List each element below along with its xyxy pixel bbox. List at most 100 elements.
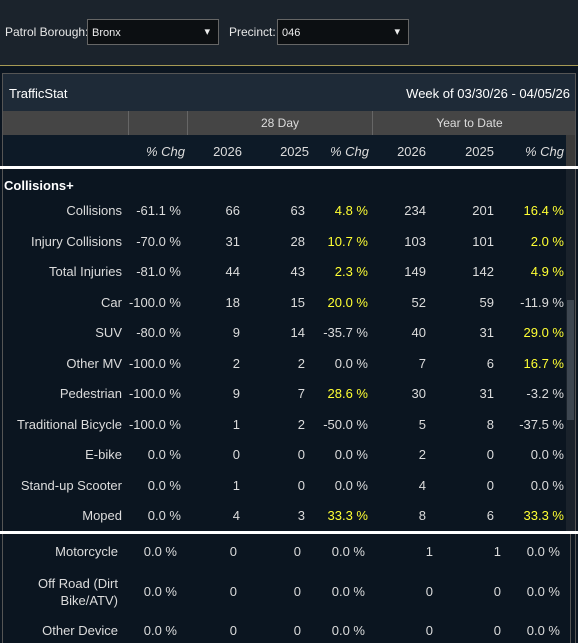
cell: 2.0 % — [530, 233, 564, 249]
week-label: Week of 03/30/26 - 04/05/26 — [406, 86, 570, 101]
cell: 10.7 % — [327, 233, 368, 249]
column-label: % Chg — [524, 144, 564, 159]
cell: -81.0 % — [136, 264, 181, 279]
cell: 0.0 % — [331, 544, 365, 559]
cell: 201 — [472, 203, 494, 218]
cell: 0 — [493, 623, 501, 638]
cell: 31 — [479, 325, 494, 340]
row-label: SUV — [95, 325, 122, 340]
cell: 4 — [418, 477, 426, 493]
cell: 0.0 % — [143, 584, 177, 599]
divider — [0, 531, 578, 534]
cell: 0 — [297, 477, 305, 493]
cell: 0 — [425, 584, 433, 599]
cell: 2 — [297, 355, 305, 371]
cell: 33.3 % — [523, 508, 564, 523]
cell: 1 — [232, 416, 240, 432]
group-label: Year to Date — [436, 116, 503, 130]
cell: 18 — [225, 294, 240, 310]
cell: -100.0 % — [128, 294, 181, 310]
scrollbar — [566, 135, 575, 166]
column-header — [3, 135, 575, 166]
cell: 31 — [225, 233, 240, 249]
cell: 0.0 % — [334, 477, 368, 493]
cell: 63 — [290, 203, 305, 218]
scrollbar-thumb[interactable] — [567, 300, 574, 420]
cell: 0 — [229, 623, 237, 638]
cell: -70.0 % — [136, 233, 181, 249]
cell: 0.0 % — [526, 544, 560, 559]
column-label: 2026 — [397, 144, 426, 159]
cell: 1 — [493, 544, 501, 559]
cell: 40 — [411, 325, 426, 340]
cell: 8 — [486, 416, 494, 432]
cell: 0 — [293, 623, 301, 638]
cell: 30 — [411, 386, 426, 401]
cell: 28.6 % — [327, 386, 368, 401]
borough-select[interactable]: Bronx — [87, 19, 219, 45]
cell: 8 — [418, 508, 426, 523]
precinct-select[interactable]: 046 — [277, 19, 409, 45]
cell: 0.0 % — [143, 623, 177, 638]
cell: 0.0 % — [526, 623, 560, 638]
filter-label: Patrol Borough: — [5, 25, 89, 39]
cell: 43 — [290, 264, 305, 279]
cell: -11.9 % — [520, 294, 564, 310]
cell: 16.4 % — [523, 203, 564, 218]
filter-label: Precinct: — [229, 25, 276, 39]
cell: 3 — [297, 508, 305, 523]
cell: 234 — [404, 203, 426, 218]
cell: 1 — [232, 477, 240, 493]
cell: 14 — [290, 325, 305, 340]
column-label: 2025 — [465, 144, 494, 159]
row-label: E-bike — [85, 447, 122, 462]
cell: 103 — [404, 233, 426, 249]
cell: 9 — [232, 386, 240, 401]
cell: -80.0 % — [136, 325, 181, 340]
cell: 52 — [411, 294, 426, 310]
cell: 33.3 % — [327, 508, 368, 523]
cell: 66 — [225, 203, 240, 218]
divider — [0, 166, 578, 169]
row-label: Off Road (Dirt Bike/ATV) — [38, 576, 118, 608]
cell: 0 — [493, 584, 501, 599]
cell: 2 — [418, 447, 426, 462]
cell: -100.0 % — [128, 355, 181, 371]
row-label: Collisions — [66, 203, 122, 218]
title-bar — [3, 74, 575, 111]
cell: 0 — [229, 584, 237, 599]
cell: -50.0 % — [323, 416, 368, 432]
separator — [187, 111, 188, 135]
cell: 149 — [404, 264, 426, 279]
cell: 0 — [425, 623, 433, 638]
cell: 59 — [479, 294, 494, 310]
row-label: Car — [101, 294, 122, 310]
cell: 0 — [232, 447, 240, 462]
cell: 0.0 % — [147, 477, 181, 493]
cell: 0.0 % — [143, 544, 177, 559]
cell: 7 — [297, 386, 305, 401]
cell: 0 — [229, 544, 237, 559]
cell: 0.0 % — [526, 584, 560, 599]
row-label: Traditional Bicycle — [16, 416, 122, 432]
cell: 0.0 % — [331, 623, 365, 638]
column-label: 2025 — [280, 144, 309, 159]
cell: 4.8 % — [334, 203, 368, 218]
group-header — [3, 111, 575, 135]
column-label: 2026 — [213, 144, 242, 159]
cell: 7 — [418, 355, 426, 371]
cell: 0 — [486, 447, 494, 462]
cell: 15 — [290, 294, 305, 310]
cell: 0.0 % — [331, 584, 365, 599]
cell: 101 — [472, 233, 494, 249]
cell: 2 — [297, 416, 305, 432]
cell: 9 — [232, 325, 240, 340]
row-label: Pedestrian — [59, 386, 122, 401]
panel — [2, 73, 576, 643]
cell: 5 — [418, 416, 426, 432]
row-label: Motorcycle — [55, 544, 118, 559]
cell: 4.9 % — [530, 264, 564, 279]
column-label: % Chg — [329, 144, 369, 159]
cell: 0.0 % — [530, 447, 564, 462]
cell: 0.0 % — [147, 447, 181, 462]
